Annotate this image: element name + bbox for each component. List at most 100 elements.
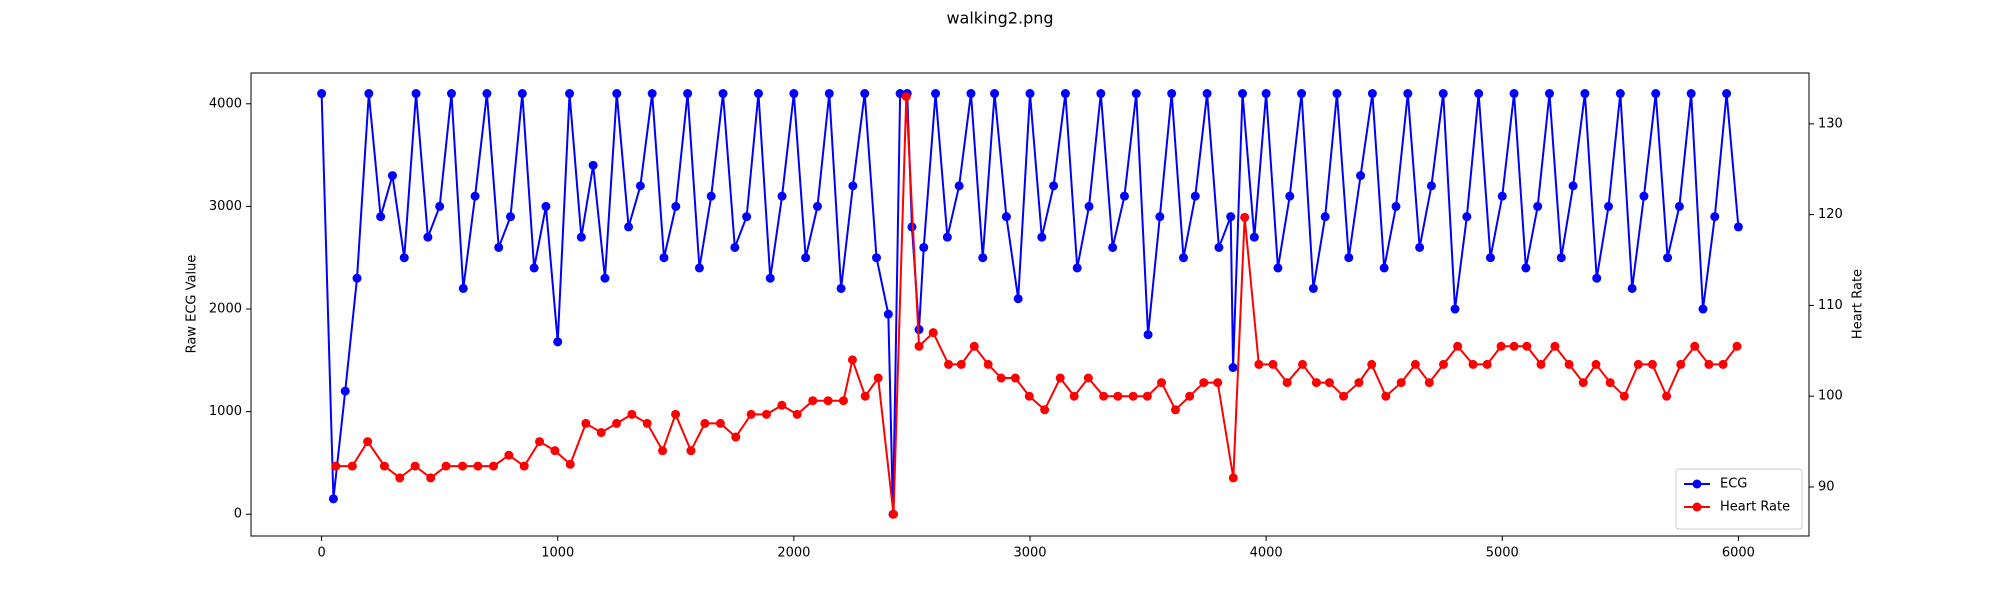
point [1010,373,1020,383]
point [914,341,924,351]
point [792,409,802,419]
point [612,89,622,99]
point [1261,89,1271,99]
y2-tick-label: 90 [1818,479,1835,494]
point [1647,359,1657,369]
point [731,432,741,442]
point [1509,341,1519,351]
point [718,89,728,99]
point [317,89,327,99]
point [627,409,637,419]
point [801,253,811,263]
point [686,446,696,456]
point [1113,391,1123,401]
point [635,181,645,191]
point [658,446,668,456]
point [1049,181,1059,191]
point [340,386,350,396]
point [742,212,752,222]
point [1485,253,1495,263]
point [1249,232,1259,242]
point [458,283,468,293]
point [1568,181,1578,191]
point [1690,341,1700,351]
point [883,309,893,319]
point [1415,242,1425,252]
point [1143,330,1153,340]
point [765,273,775,283]
legend-label: Heart Rate [1720,500,1790,515]
point [1663,253,1673,263]
point [535,437,545,447]
point [576,232,586,242]
point [1580,89,1590,99]
point [706,191,716,201]
x-tick-label: 5000 [1486,546,1519,561]
plot-frame [250,72,1810,537]
point [823,396,833,406]
point [1718,359,1728,369]
point [847,355,857,365]
point [1522,341,1532,351]
point [1615,89,1625,99]
point [954,181,964,191]
point [426,473,436,483]
point [458,461,468,471]
point [700,418,710,428]
point [956,359,966,369]
point [1320,212,1330,222]
legend-marker [1692,479,1702,489]
point [1214,242,1224,252]
y-tick-label: 4000 [209,96,242,111]
point [944,359,954,369]
point [565,459,575,469]
point [777,191,787,201]
point [1453,341,1463,351]
point [1354,378,1364,388]
point [1190,191,1200,201]
point [399,253,409,263]
point [1619,391,1629,401]
point [1732,341,1742,351]
point [1438,359,1448,369]
point [1396,378,1406,388]
point [808,396,818,406]
x-tick-label: 6000 [1722,546,1755,561]
point [1254,359,1264,369]
point [647,89,657,99]
point [550,446,560,456]
point [1556,253,1566,263]
point [1592,273,1602,283]
point [1001,212,1011,222]
point [411,89,421,99]
point [812,201,822,211]
point [1282,378,1292,388]
x-tick-label: 2000 [777,546,810,561]
point [363,437,373,447]
point [838,396,848,406]
point [990,89,1000,99]
point [1544,89,1554,99]
x-tick-label: 1000 [541,546,574,561]
series [317,89,1743,519]
point [529,263,539,273]
point [1674,201,1684,211]
point [966,89,976,99]
y2-axis-label: Heart Rate [1851,269,1866,339]
point [1356,171,1366,181]
point [1710,212,1720,222]
point [1410,359,1420,369]
point [1297,359,1307,369]
point [1686,89,1696,99]
point [1379,263,1389,273]
point [364,89,374,99]
point [1605,378,1615,388]
point [1142,391,1152,401]
point [978,253,988,263]
point [694,263,704,273]
point [1533,201,1543,211]
point [1438,89,1448,99]
point [482,89,492,99]
point [1055,373,1065,383]
